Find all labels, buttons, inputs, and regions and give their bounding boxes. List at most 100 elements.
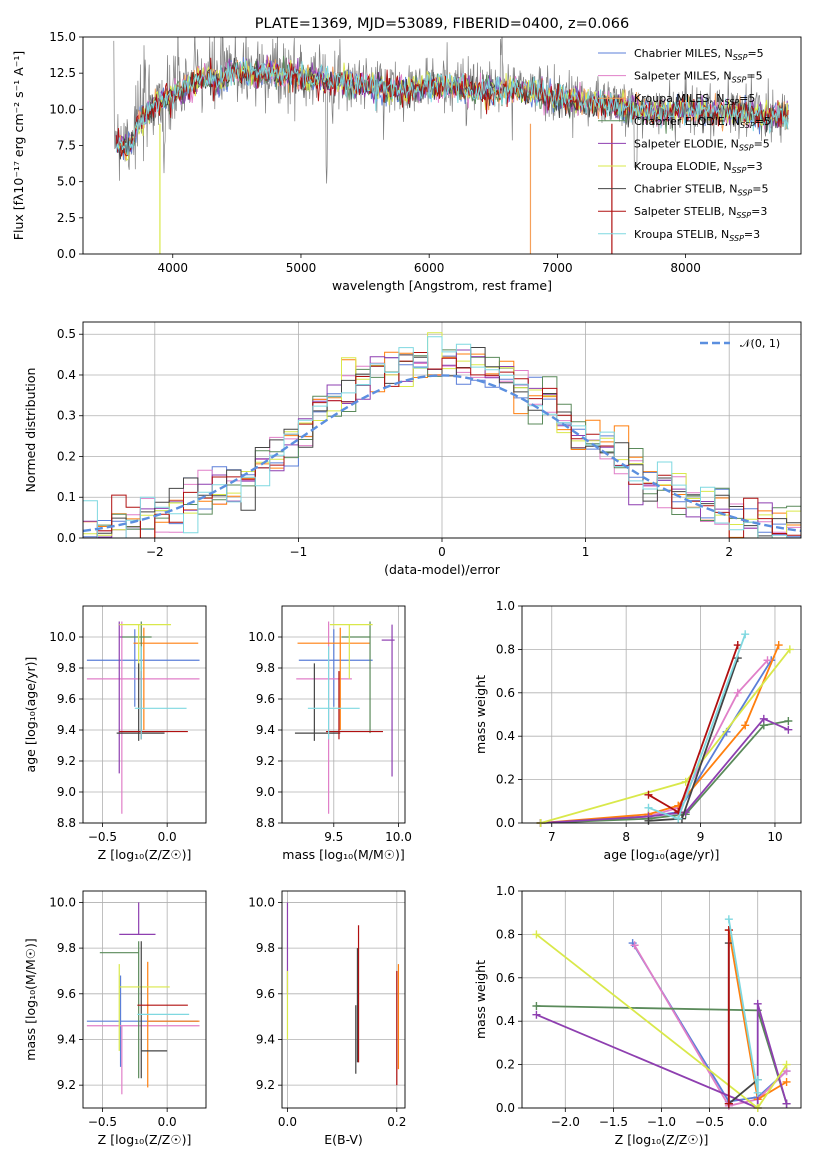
model-spectrum-line — [115, 59, 789, 156]
y-tick-label: 8.8 — [256, 816, 275, 830]
weight-line — [536, 1003, 788, 1110]
y-tick-label: 9.6 — [57, 987, 76, 1001]
age-vs-mass-frame — [281, 605, 406, 824]
x-axis-label: Z [log₁₀(Z/Z☉)] — [98, 847, 192, 862]
y-tick-label: 0.8 — [496, 642, 515, 656]
y-tick-label: 2.5 — [57, 211, 76, 225]
x-tick-label: −1.0 — [647, 1115, 676, 1129]
weight-marker — [724, 1099, 733, 1108]
x-tick-label: 7000 — [542, 261, 573, 275]
y-tick-label: 10.0 — [49, 102, 76, 116]
legend-label: Chabrier ELODIE, NSSP=5 — [634, 115, 771, 130]
legend-label: Salpeter STELIB, NSSP=3 — [634, 205, 767, 220]
legend-label: Kroupa ELODIE, NSSP=3 — [634, 160, 763, 175]
y-tick-label: 0.4 — [57, 368, 76, 382]
y-tick-label: 0.6 — [496, 971, 515, 985]
weight-marker — [784, 725, 793, 734]
weight-marker — [753, 1088, 762, 1097]
y-tick-label: 7.5 — [57, 139, 76, 153]
y-axis-label: mass [log₁₀(M/M☉)] — [23, 938, 38, 1060]
y-tick-label: 0.3 — [57, 409, 76, 423]
legend-label: Salpeter MILES, NSSP=5 — [634, 70, 763, 85]
chart-title: PLATE=1369, MJD=53089, FIBERID=0400, z=0… — [255, 16, 629, 32]
weight-marker — [782, 1077, 791, 1086]
y-tick-label: 9.2 — [256, 1078, 275, 1092]
x-axis-label: Z [log₁₀(Z/Z☉)] — [615, 1132, 709, 1147]
weight-marker — [753, 999, 762, 1008]
weight-line — [727, 919, 759, 1093]
histogram-step — [83, 336, 801, 538]
x-tick-label: −1 — [290, 545, 308, 559]
x-tick-label: 2 — [725, 545, 733, 559]
y-tick-label: 0.0 — [57, 247, 76, 261]
y-tick-label: 9.2 — [57, 1078, 76, 1092]
y-tick-label: 0.0 — [496, 1101, 515, 1115]
x-tick-label: −2.0 — [551, 1115, 580, 1129]
weight-marker — [532, 1002, 541, 1011]
x-tick-label: 0 — [438, 545, 446, 559]
weight-marker — [532, 930, 541, 939]
x-tick-label: 9.5 — [324, 830, 343, 844]
legend-label: Kroupa STELIB, NSSP=3 — [634, 228, 760, 243]
legend-label: Kroupa MILES, NSSP=5 — [634, 92, 755, 107]
x-tick-label: −0.5 — [695, 1115, 724, 1129]
mass-vs-Z-axes: −0.5 0.0 9.2 9.4 9.6 9.8 10.0 Z [log₁₀(Z/Z☉)] ma… — [23, 891, 206, 1147]
y-tick-label: 10.0 — [49, 895, 76, 909]
legend-label: 𝒩(0, 1) — [740, 337, 780, 350]
x-tick-label: 0.0 — [278, 1115, 297, 1129]
y-tick-label: 0.2 — [496, 1058, 515, 1072]
y-tick-label: 9.2 — [57, 754, 76, 768]
weight-marker — [759, 714, 768, 723]
residuals-axes: −2 −1 0 1 2 0.0 0.1 0.2 0.3 0.4 0.5 (data-model)/er… — [23, 322, 801, 577]
weight-marker — [741, 630, 750, 639]
y-axis-label: mass weight — [473, 675, 488, 754]
y-tick-label: 9.4 — [256, 723, 275, 737]
mass-vs-Z-frame — [82, 890, 207, 1109]
y-tick-label: 0.0 — [57, 531, 76, 545]
x-tick-label: 1 — [582, 545, 590, 559]
spectrum-legend: Chabrier MILES, NSSP=5 Salpeter MILES, NS… — [598, 47, 771, 243]
y-tick-label: 9.8 — [57, 941, 76, 955]
residual-frame — [82, 321, 802, 539]
y-tick-label: 0.8 — [496, 927, 515, 941]
y-tick-label: 9.0 — [57, 785, 76, 799]
legend-label: Chabrier STELIB, NSSP=5 — [634, 183, 768, 198]
weight-marker — [774, 641, 783, 650]
y-tick-label: 0.6 — [496, 686, 515, 700]
x-tick-label: −2 — [146, 545, 164, 559]
x-tick-label: 0.0 — [748, 1115, 767, 1129]
y-tick-label: 9.2 — [256, 754, 275, 768]
age-vs-Z-axes: −0.5 0.0 8.8 9.0 9.2 9.4 9.6 9.8 10.0 Z [log₁₀(Z/… — [23, 606, 206, 862]
x-tick-label: 0.0 — [158, 830, 177, 844]
y-tick-label: 0.4 — [496, 729, 515, 743]
weight-marker — [782, 1099, 791, 1108]
spectrum-axes: 4000 5000 6000 7000 8000 0.0 2.5 5.0 7.5 10.0 12.5… — [11, 30, 701, 293]
y-tick-label: 9.8 — [256, 661, 275, 675]
weight-marker — [785, 645, 794, 654]
y-axis-label: age [log₁₀(age/yr)] — [23, 657, 38, 773]
weight-marker — [741, 721, 750, 730]
x-axis-label: E(B-V) — [324, 1132, 363, 1147]
y-tick-label: 5.0 — [57, 175, 76, 189]
y-tick-label: 10.0 — [248, 630, 275, 644]
y-tick-label: 9.6 — [57, 692, 76, 706]
x-tick-label: 4000 — [157, 261, 188, 275]
y-axis-label: mass weight — [473, 960, 488, 1039]
x-tick-label: −1.5 — [599, 1115, 628, 1129]
x-tick-label: 0.2 — [387, 1115, 406, 1129]
weight-line — [727, 943, 759, 1106]
y-tick-label: 9.4 — [57, 723, 76, 737]
y-tick-label: 9.6 — [256, 692, 275, 706]
x-tick-label: 0.0 — [158, 1115, 177, 1129]
weight-marker — [733, 688, 742, 697]
x-axis-label: (data-model)/error — [384, 562, 501, 577]
x-tick-label: −0.5 — [88, 1115, 117, 1129]
y-tick-label: 1.0 — [496, 599, 515, 613]
x-tick-label: 6000 — [414, 261, 445, 275]
weight-vs-age-frame — [521, 605, 802, 824]
y-tick-label: 9.6 — [256, 987, 275, 1001]
y-tick-label: 9.8 — [256, 941, 275, 955]
y-tick-label: 10.0 — [49, 630, 76, 644]
legend-label: Salpeter ELODIE, NSSP=5 — [634, 137, 770, 152]
